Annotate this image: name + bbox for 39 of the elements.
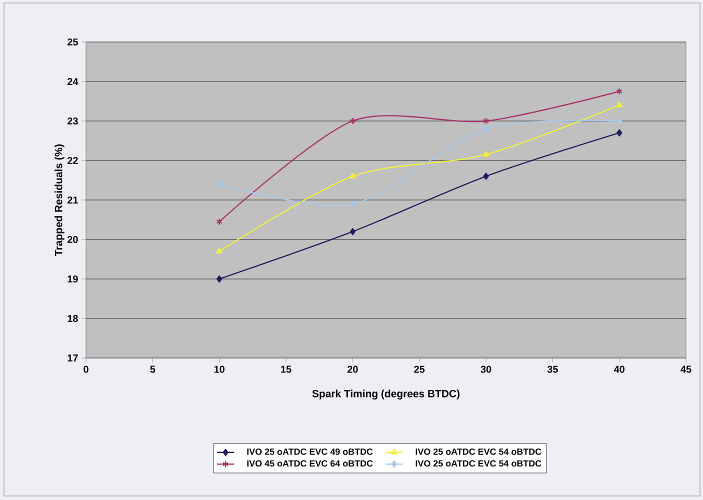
point [483,125,489,132]
y-tick-label: 24 [68,78,78,85]
point [482,117,490,125]
y-tick-label: 17 [68,354,78,362]
x-tick-label: 5 [150,366,156,373]
legend-label: IVO 25 oATDC EVC 54 oBTDC [416,460,542,467]
y-tick-label: 21 [68,196,78,204]
point [350,228,356,236]
y-tick-label: 23 [68,117,78,125]
legend-label: IVO 45 oATDC EVC 64 oBTDC [247,460,373,467]
x-axis-title: Spark Timing (degrees BTDC) [312,390,460,400]
point [616,102,623,108]
legend-label: IVO 25 oATDC EVC 49 oBTDC [247,448,373,455]
x-tick-label: 45 [680,366,692,373]
point [349,172,356,178]
y-axis-title: Trapped Residuals (%) [54,144,64,256]
x-tick-label: 10 [214,366,224,373]
y-tick-label: 20 [68,236,78,244]
legend-label: IVO 25 oATDC EVC 54 oBTDC [416,448,542,455]
x-tick-label: 35 [547,366,558,373]
point [216,180,222,188]
point [349,117,356,125]
x-tick-label: 0 [84,366,88,373]
x-tick-label: 30 [480,366,492,373]
x-tick-label: 25 [414,366,425,373]
y-tick-label: 25 [68,38,78,46]
y-tick-label: 22 [68,157,78,164]
point [482,150,490,157]
point [216,275,222,283]
point [616,129,622,136]
point [483,172,489,180]
x-tick-label: 15 [281,366,292,373]
point [350,200,356,208]
x-tick-label: 40 [614,366,624,373]
point [216,248,223,254]
x-tick-label: 20 [347,366,358,373]
y-tick-label: 18 [68,314,78,322]
y-tick-label: 19 [68,275,78,283]
point [616,117,622,125]
